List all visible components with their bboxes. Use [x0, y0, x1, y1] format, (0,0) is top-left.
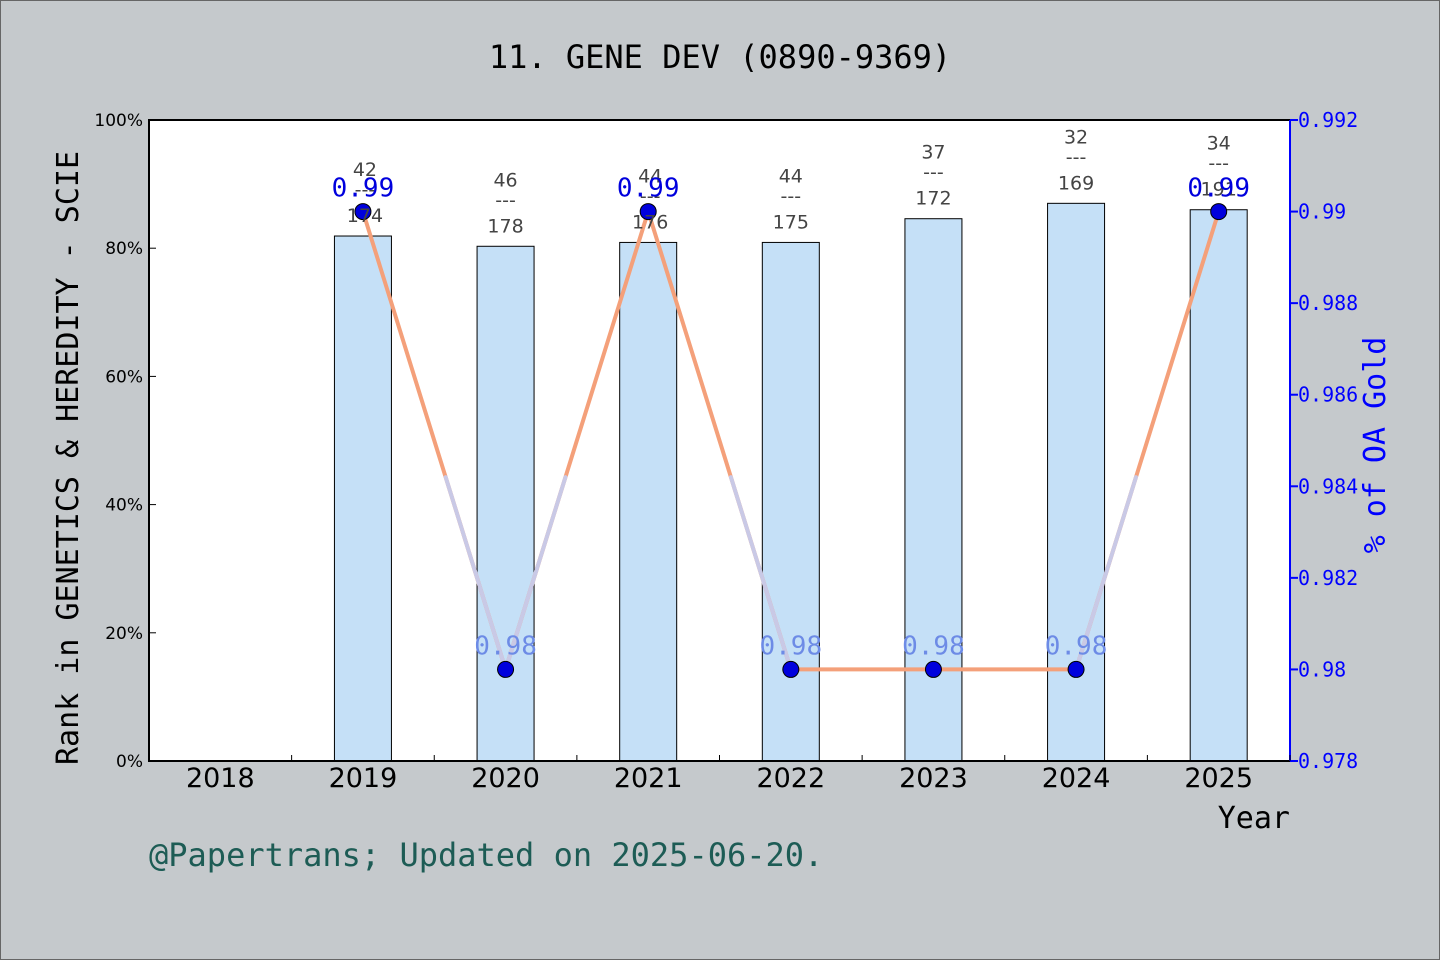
- x-axis-title: Year: [1218, 801, 1290, 836]
- bar-2023: [904, 218, 963, 762]
- left-tick-label: 40%: [105, 496, 143, 516]
- bar-2025: [1189, 209, 1248, 762]
- right-tick-label: 0.984: [1298, 474, 1358, 498]
- x-tick-label: 2022: [756, 763, 825, 794]
- right-axis: 0.978 0.98 0.982 0.984 0.986 0.988 0.99 0.992: [1289, 108, 1358, 773]
- line-value-label: 0.98: [474, 631, 537, 661]
- data-labels-layer: 42---17446---17844---17644---17537---172…: [332, 126, 1250, 661]
- line-point: [782, 660, 800, 678]
- x-tick-label: 2020: [471, 763, 540, 794]
- line-point: [639, 203, 657, 221]
- left-tick-label: 0%: [116, 752, 143, 772]
- line-point: [924, 660, 942, 678]
- bar-label-separator: ---: [355, 179, 376, 201]
- bar-label-separator: ---: [1208, 153, 1229, 175]
- bar-label-rank: 37: [921, 142, 945, 164]
- line-point: [1067, 660, 1085, 678]
- left-tick-label: 60%: [105, 367, 143, 387]
- right-tick-label: 0.992: [1298, 108, 1358, 132]
- left-tick-label: 80%: [105, 239, 143, 259]
- line-segment-overlay: [1074, 475, 1138, 672]
- bar-label-rank: 44: [779, 165, 803, 187]
- right-tick-label: 0.986: [1298, 383, 1358, 407]
- left-tick-label: 100%: [94, 111, 143, 131]
- left-tick-label: 20%: [105, 624, 143, 644]
- right-tick-label: 0.988: [1298, 291, 1358, 315]
- bar-2019: [333, 235, 392, 762]
- bar-label-separator: ---: [495, 189, 516, 211]
- right-tick-label: 0.978: [1298, 749, 1358, 773]
- line-point: [1210, 203, 1228, 221]
- x-tick-label: 2025: [1184, 763, 1253, 794]
- bar-label-rank: 32: [1064, 126, 1088, 148]
- bar-label-total: 174: [347, 205, 383, 227]
- bar-label-separator: ---: [923, 162, 944, 184]
- line-value-label: 0.99: [1187, 174, 1250, 204]
- bar-label-rank: 42: [353, 159, 377, 181]
- line-segment-overlay: [503, 475, 568, 672]
- line-value-label: 0.98: [1045, 631, 1108, 661]
- bar-label-rank: 34: [1207, 133, 1231, 155]
- x-tick-label: 2024: [1042, 763, 1111, 794]
- line-segment-overlay: [728, 475, 793, 672]
- bar-label-total: 175: [773, 211, 809, 233]
- bar-label-total: 176: [632, 211, 668, 233]
- bar-label-total: 169: [1058, 172, 1094, 194]
- x-axis: 2018 2019 2020 2021 2022 2023 2024 2025: [148, 755, 1291, 794]
- bar-label-separator: ---: [640, 185, 661, 207]
- bar-label-total: 178: [487, 215, 523, 237]
- bar-label-total: 191: [1201, 179, 1237, 201]
- bar-2022: [761, 241, 820, 762]
- line-segment-overlay: [443, 475, 508, 672]
- bar-label-separator: ---: [1066, 146, 1087, 168]
- right-tick-label: 0.982: [1298, 566, 1358, 590]
- x-tick-label: 2018: [186, 763, 255, 794]
- line-point: [354, 203, 372, 221]
- line-value-label: 0.99: [617, 174, 680, 204]
- bar-label-total: 172: [915, 188, 951, 210]
- bar-2020: [476, 245, 535, 762]
- right-axis-title: % of OA Gold: [1358, 337, 1393, 554]
- line-value-label: 0.98: [902, 631, 965, 661]
- x-tick-label: 2023: [899, 763, 968, 794]
- right-tick-label: 0.99: [1298, 200, 1346, 224]
- x-tick-label: 2021: [614, 763, 683, 794]
- line-point: [497, 660, 515, 678]
- line-value-label: 0.98: [760, 631, 823, 661]
- right-tick-label: 0.98: [1298, 657, 1346, 681]
- line-value-label: 0.99: [332, 174, 395, 204]
- chart-title: 11. GENE DEV (0890-9369): [489, 38, 951, 76]
- bar-label-rank: 44: [638, 165, 662, 187]
- left-axis-title: Rank in GENETICS & HEREDITY - SCIE: [51, 151, 86, 765]
- x-tick-label: 2019: [329, 763, 398, 794]
- bar-label-separator: ---: [781, 185, 802, 207]
- left-axis: 0% 20% 40% 60% 80% 100%: [94, 111, 156, 772]
- footer-note: @Papertrans; Updated on 2025-06-20.: [149, 836, 823, 874]
- line-layer: [354, 203, 1228, 678]
- bar-label-rank: 46: [493, 169, 517, 191]
- bar-2021: [619, 241, 678, 762]
